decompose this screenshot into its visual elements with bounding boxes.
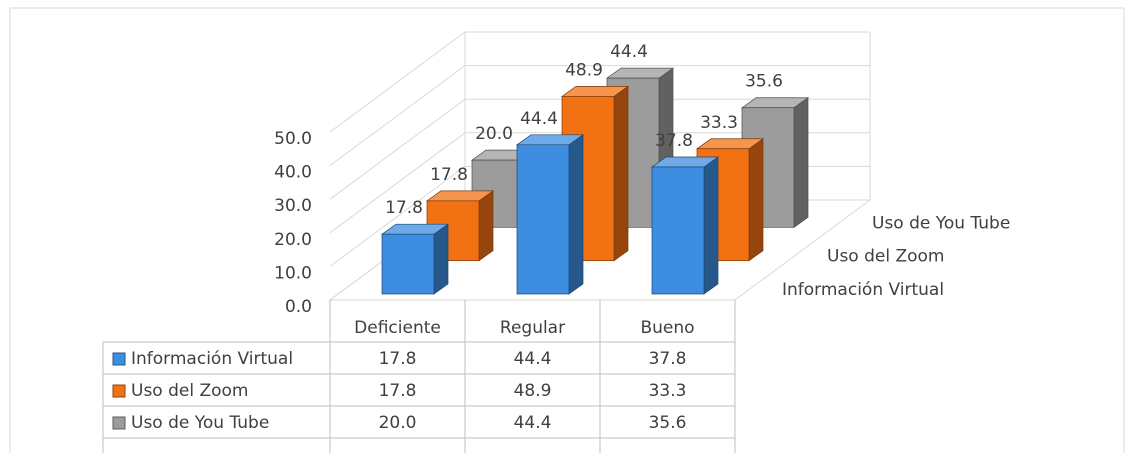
legend-label: Uso de You Tube: [131, 413, 269, 433]
table-header: Deficiente: [354, 318, 441, 338]
data-label: 44.4: [520, 109, 558, 129]
legend-key: [112, 352, 126, 366]
bar-side: [433, 223, 449, 295]
y-tick-label: 50.0: [274, 129, 312, 149]
bar-front: [516, 144, 570, 295]
table-header: Regular: [500, 318, 565, 338]
table-cell: 35.6: [649, 413, 687, 433]
y-tick-label: 20.0: [274, 230, 312, 250]
data-label: 37.8: [655, 131, 693, 151]
table-cell: 44.4: [514, 413, 552, 433]
table-cell: 17.8: [379, 349, 417, 369]
data-label: 17.8: [385, 198, 423, 218]
table-cell: 44.4: [514, 349, 552, 369]
data-label: 35.6: [745, 72, 783, 92]
bar-side: [613, 85, 629, 262]
table-cell: 17.8: [379, 381, 417, 401]
y-tick-label: 30.0: [274, 196, 312, 216]
data-label: 44.4: [610, 42, 648, 62]
bar-side: [793, 97, 809, 229]
bar-front: [381, 233, 435, 295]
data-label: 33.3: [700, 113, 738, 133]
bar: [515, 134, 585, 295]
bar-side: [478, 190, 494, 262]
data-label: 17.8: [430, 165, 468, 185]
table-cell: 48.9: [514, 381, 552, 401]
legend-key: [112, 384, 126, 398]
bar-side: [748, 138, 764, 262]
chart-frame: [9, 7, 1125, 453]
bar: [650, 156, 720, 295]
table-cell: 33.3: [649, 381, 687, 401]
bar: [380, 223, 450, 295]
legend-label: Información Virtual: [131, 349, 293, 369]
table-header: Bueno: [640, 318, 694, 338]
table-cell: 37.8: [649, 349, 687, 369]
table-cell: 20.0: [379, 413, 417, 433]
depth-axis-label: Uso de You Tube: [872, 213, 1010, 233]
data-label: 20.0: [475, 124, 513, 144]
depth-axis-label: Información Virtual: [782, 280, 944, 300]
y-tick-label: 10.0: [274, 263, 312, 283]
bar-front: [651, 166, 705, 295]
y-tick-label: 0.0: [285, 297, 312, 317]
bar-side: [703, 156, 719, 295]
data-label: 48.9: [565, 60, 603, 80]
legend-label: Uso del Zoom: [131, 381, 249, 401]
depth-axis-label: Uso del Zoom: [827, 247, 945, 267]
y-tick-label: 40.0: [274, 163, 312, 183]
bar-side: [568, 134, 584, 295]
legend-key: [112, 416, 126, 430]
